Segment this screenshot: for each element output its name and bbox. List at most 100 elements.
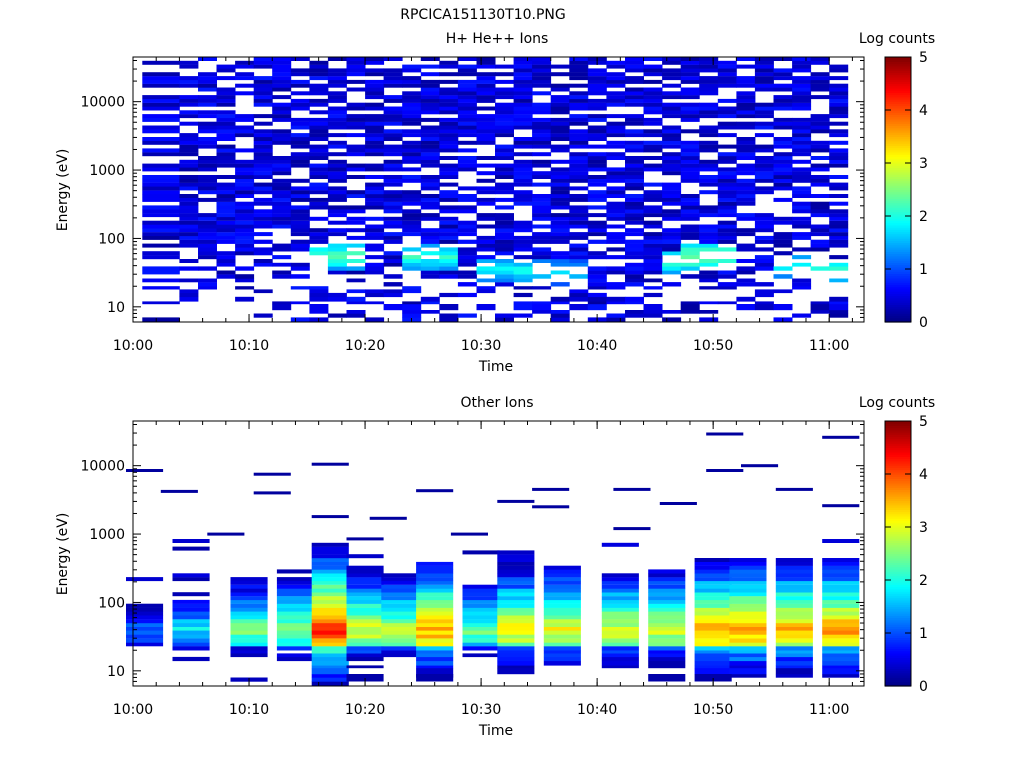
heatmap-cell: [309, 98, 329, 103]
heatmap-cell: [462, 630, 500, 635]
heatmap-cell: [327, 266, 347, 271]
colorbar-segment: [885, 602, 911, 605]
heatmap-cell: [495, 190, 514, 195]
heatmap-cell: [792, 205, 812, 210]
heatmap-cell: [272, 197, 292, 202]
heatmap-cell: [829, 201, 849, 206]
heatmap-cell: [235, 266, 255, 271]
heatmap-cell: [754, 224, 774, 229]
heatmap-cell: [198, 121, 217, 126]
heatmap-cell: [402, 301, 422, 305]
heatmap-cell: [729, 596, 767, 601]
heatmap-cell: [416, 638, 454, 643]
heatmap-cell: [625, 68, 644, 73]
colorbar-segment: [885, 187, 911, 191]
heatmap-cell: [822, 584, 860, 589]
heatmap-cell: [717, 247, 737, 252]
heatmap-cell: [648, 660, 686, 666]
heatmap-cell: [532, 209, 552, 214]
heatmap-cell: [513, 220, 533, 225]
heatmap-cell: [216, 98, 236, 103]
heatmap-cell: [420, 296, 440, 302]
heatmap-cell: [680, 216, 700, 221]
heatmap-cell: [773, 98, 793, 103]
colorbar-segment: [885, 163, 911, 166]
heatmap-cell: [822, 607, 860, 612]
heatmap-cell: [327, 247, 347, 252]
heatmap-cell: [754, 266, 774, 271]
heatmap-cell: [699, 110, 719, 115]
heatmap-cell: [253, 144, 273, 149]
heatmap-cell: [383, 197, 403, 202]
heatmap-cell: [662, 114, 682, 119]
heatmap-cell: [346, 665, 384, 669]
heatmap-cell: [179, 159, 199, 164]
heatmap-cell: [550, 64, 570, 69]
heatmap-cell: [606, 313, 626, 318]
heatmap-cell: [365, 106, 385, 111]
heatmap-cell: [476, 79, 496, 84]
heatmap-cell: [699, 60, 719, 65]
heatmap-cell: [276, 607, 314, 612]
colorbar-segment: [885, 140, 911, 144]
heatmap-cell: [643, 133, 663, 138]
heatmap-cell: [309, 201, 329, 206]
heatmap-cell: [272, 255, 292, 260]
colorbar-segment: [885, 427, 911, 431]
heatmap-cell: [198, 83, 217, 88]
heatmap-cell: [775, 573, 813, 578]
heatmap-cell: [476, 270, 496, 275]
heatmap-cell: [550, 144, 570, 149]
heatmap-cell: [680, 247, 700, 252]
heatmap-cell: [416, 577, 454, 582]
colorbar-segment: [885, 118, 911, 122]
heatmap-cell: [235, 91, 255, 96]
heatmap-cell: [198, 232, 217, 237]
heatmap-cell: [272, 171, 292, 176]
heatmap-cell: [172, 634, 210, 639]
heatmap-cell: [235, 190, 255, 195]
heatmap-cell: [142, 167, 180, 172]
heatmap-cell: [754, 159, 774, 164]
heatmap-cell: [369, 516, 407, 520]
heatmap-cell: [497, 623, 535, 627]
heatmap-cell: [792, 186, 812, 191]
heatmap-cell: [346, 220, 366, 225]
heatmap-cell: [754, 186, 774, 191]
colorbar-segment: [885, 310, 911, 314]
heatmap-cell: [381, 646, 419, 651]
heatmap-cell: [311, 638, 349, 643]
heatmap-cell: [476, 171, 496, 176]
heatmap-cell: [513, 182, 533, 187]
heatmap-cell: [198, 175, 217, 179]
heatmap-cell: [694, 573, 732, 578]
heatmap-cell: [346, 194, 366, 198]
colorbar-segment: [885, 107, 911, 111]
heatmap-cell: [290, 266, 310, 271]
heatmap-cell: [773, 251, 793, 256]
colorbar-segment: [885, 185, 911, 188]
heatmap-cell: [495, 274, 514, 279]
heatmap-cell: [309, 83, 329, 88]
heatmap-cell: [365, 152, 385, 157]
heatmap-cell: [142, 194, 180, 198]
heatmap-cell: [179, 197, 199, 202]
colorbar-segment: [885, 257, 911, 261]
heatmap-cell: [476, 95, 496, 100]
heatmap-cell: [495, 148, 514, 153]
heatmap-cell: [402, 247, 422, 252]
colorbar-segment: [885, 134, 911, 138]
heatmap-cell: [643, 95, 663, 100]
heatmap-cell: [717, 282, 737, 287]
heatmap-cell: [543, 599, 581, 604]
heatmap-cell: [272, 114, 292, 119]
colorbar-segment: [885, 619, 911, 623]
heatmap-cell: [420, 251, 440, 256]
heatmap-cell: [754, 64, 774, 69]
heatmap-cell: [172, 592, 210, 597]
heatmap-cell: [309, 117, 329, 122]
heatmap-cell: [462, 607, 500, 612]
heatmap-cell: [272, 216, 292, 221]
heatmap-cell: [729, 650, 767, 654]
colorbar-segment: [885, 249, 911, 252]
